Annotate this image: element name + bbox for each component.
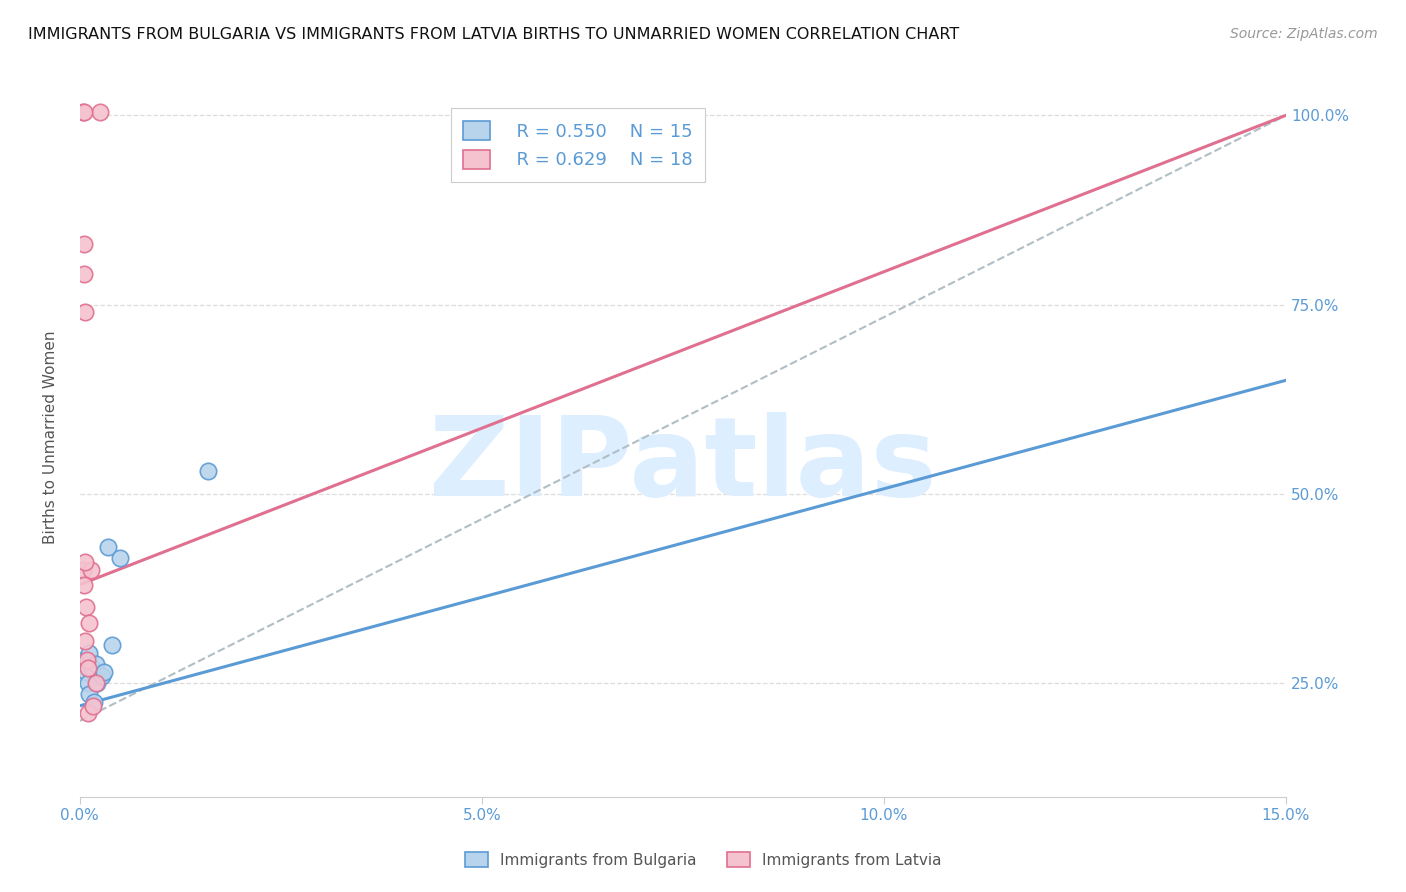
Point [79, 615, 101, 630]
Point [82, 698, 104, 713]
Point [89, 104, 111, 119]
Y-axis label: Births to Unmarried Women: Births to Unmarried Women [44, 330, 58, 544]
Point [79, 646, 101, 660]
Point [80, 661, 103, 675]
Point [73, 267, 96, 281]
Point [108, 551, 131, 566]
Point [93, 665, 115, 679]
Text: ZIPatlas: ZIPatlas [429, 412, 936, 519]
Point [84, 657, 107, 672]
Point [97, 540, 120, 554]
Point [76, 676, 98, 690]
Point [76, 653, 98, 667]
Point [84, 676, 107, 690]
Point [75, 555, 97, 569]
Text: Source: ZipAtlas.com: Source: ZipAtlas.com [1230, 27, 1378, 41]
Point [91, 668, 114, 682]
Point [80, 563, 103, 577]
Point [72, 563, 94, 577]
Point [197, 464, 219, 478]
Point [72, 104, 94, 119]
Text: IMMIGRANTS FROM BULGARIA VS IMMIGRANTS FROM LATVIA BIRTHS TO UNMARRIED WOMEN COR: IMMIGRANTS FROM BULGARIA VS IMMIGRANTS F… [28, 27, 959, 42]
Point [83, 695, 105, 709]
Legend: Immigrants from Bulgaria, Immigrants from Latvia: Immigrants from Bulgaria, Immigrants fro… [457, 844, 949, 875]
Point [79, 688, 101, 702]
Point [75, 305, 97, 319]
Point [101, 638, 124, 652]
Legend:   R = 0.550    N = 15,   R = 0.629    N = 18: R = 0.550 N = 15, R = 0.629 N = 18 [450, 108, 704, 182]
Point [73, 577, 96, 591]
Point [73, 237, 96, 252]
Point [75, 634, 97, 648]
Point [75, 600, 97, 615]
Point [76, 661, 98, 675]
Point [75, 665, 97, 679]
Point [73, 653, 96, 667]
Point [73, 104, 96, 119]
Point [76, 706, 98, 721]
Point [86, 676, 108, 690]
